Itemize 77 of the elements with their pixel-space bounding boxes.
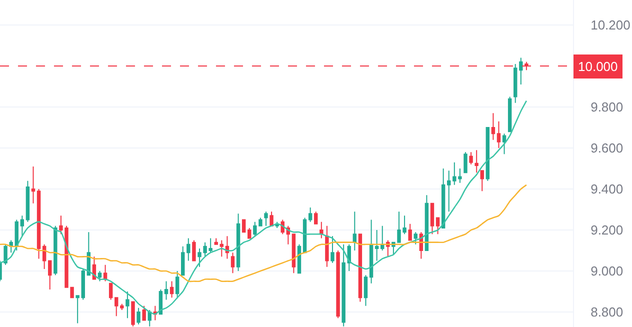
- candlestick: [175, 270, 180, 298]
- candlestick: [31, 166, 36, 204]
- candlestick: [264, 211, 268, 226]
- candlestick: [54, 225, 58, 276]
- candlestick: [496, 120, 501, 149]
- candlestick: [320, 221, 324, 239]
- candlestick: [474, 150, 478, 174]
- candlestick: [242, 219, 246, 233]
- candlestick: [519, 57, 523, 85]
- candlestick: [192, 240, 196, 262]
- candlestick: [114, 297, 118, 317]
- candlestick: [330, 236, 334, 264]
- candlestick: [342, 244, 346, 327]
- candlestick: [380, 225, 384, 252]
- candlestick: [325, 225, 329, 268]
- candlestick: [142, 305, 146, 321]
- candlestick: [424, 194, 429, 252]
- candlestick: [164, 280, 168, 300]
- candlestick: [480, 170, 484, 192]
- candlestick: [369, 219, 374, 284]
- candlestick: [364, 274, 368, 306]
- y-tick-label: 9.800: [590, 100, 624, 115]
- candlestick: [186, 238, 190, 262]
- candlestick: [230, 252, 235, 274]
- candlestick: [181, 246, 185, 276]
- candlestick: [447, 170, 451, 212]
- candlestick: [220, 240, 224, 258]
- candlestick: [42, 244, 46, 270]
- candlestick: [408, 223, 412, 241]
- line-series: [0, 100, 528, 315]
- candlestick: [292, 234, 296, 274]
- candlestick: [86, 232, 91, 276]
- candlestick: [430, 202, 434, 235]
- line-series: [0, 184, 528, 282]
- candlestick: [131, 301, 135, 327]
- candlestick: [108, 282, 113, 300]
- candlestick: [491, 112, 496, 140]
- candlestick: [436, 217, 440, 235]
- candlestick: [126, 291, 130, 319]
- candlestick: [76, 295, 80, 324]
- candlestick: [464, 152, 468, 174]
- candlestick: [308, 206, 312, 222]
- candlestick: [358, 234, 362, 302]
- ref-line-label: 10.000: [578, 59, 618, 74]
- candlestick: [374, 230, 379, 262]
- candlestick: [98, 270, 102, 282]
- candlestick: [36, 188, 41, 260]
- y-tick-label: 9.400: [590, 182, 624, 197]
- candlestick: [314, 211, 318, 224]
- y-tick-label: 9.600: [590, 140, 624, 156]
- candlestick: [153, 305, 158, 321]
- candlestick: [270, 211, 274, 226]
- y-tick-label: 10.200: [590, 18, 630, 33]
- candlestick: [469, 152, 473, 165]
- candlestick: [248, 227, 252, 239]
- y-tick-label: 9.200: [590, 222, 624, 238]
- candlestick: [103, 264, 108, 282]
- candlestick: [136, 307, 140, 325]
- candlestick: [48, 260, 52, 290]
- candlestick: [81, 268, 85, 300]
- candlestick: [441, 168, 446, 228]
- candlestick: [336, 250, 340, 319]
- candlestick: [20, 215, 24, 237]
- candlestick: [26, 180, 30, 222]
- candlestick: [170, 280, 174, 298]
- y-tick-label: 8.800: [590, 304, 624, 320]
- candlestick: [414, 232, 418, 245]
- candlestick: [514, 63, 518, 104]
- candlestick: [236, 213, 240, 272]
- candlestick: [502, 133, 506, 155]
- candlestick: [508, 96, 512, 132]
- candlestick: [352, 211, 357, 252]
- candlestick: [214, 238, 218, 245]
- candlestick: [148, 309, 152, 327]
- y-tick-label: 9.000: [590, 264, 624, 279]
- candlestick: [120, 303, 124, 310]
- candlestick: [486, 127, 490, 182]
